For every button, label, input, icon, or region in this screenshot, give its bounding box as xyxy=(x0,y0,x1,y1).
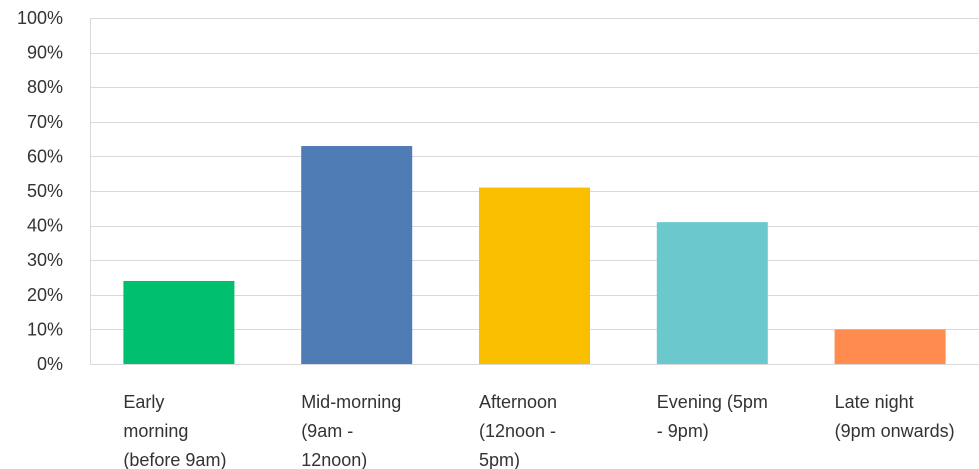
x-category-label-line: (12noon - xyxy=(479,421,556,441)
y-tick-label: 80% xyxy=(27,77,63,97)
x-category-label-line: Late night xyxy=(835,392,914,412)
x-category-label: Afternoon (12noon - 5pm) xyxy=(479,392,557,469)
x-category-label-line: Mid-morning xyxy=(301,392,401,412)
y-tick-label: 70% xyxy=(27,112,63,132)
x-category-label-line: 5pm) xyxy=(479,450,520,469)
x-category-label-line: (9am - xyxy=(301,421,353,441)
x-category-label: Late night (9pm onwards) xyxy=(835,392,955,441)
x-category-label-line: - 9pm) xyxy=(657,421,709,441)
y-tick-label: 90% xyxy=(27,43,63,63)
x-category-label-line: Afternoon xyxy=(479,392,557,412)
x-category-label-line: morning xyxy=(123,421,188,441)
x-category-label-line: 12noon) xyxy=(301,450,367,469)
bar xyxy=(656,222,768,364)
x-category-label-line: (before 9am) xyxy=(123,450,226,469)
bar xyxy=(123,280,235,364)
y-tick-label: 20% xyxy=(27,285,63,305)
y-tick-label: 60% xyxy=(27,146,63,166)
y-tick-label: 30% xyxy=(27,250,63,270)
bar xyxy=(301,146,413,364)
x-category-label: Mid-morning (9am - 12noon) xyxy=(301,392,401,469)
x-category-label-line: Evening (5pm xyxy=(657,392,768,412)
y-tick-label: 40% xyxy=(27,216,63,236)
y-tick-label: 0% xyxy=(37,354,63,374)
y-tick-label: 10% xyxy=(27,319,63,339)
x-category-label: Evening (5pm - 9pm) xyxy=(657,392,768,441)
y-tick-label: 100% xyxy=(17,8,63,28)
y-tick-label: 50% xyxy=(27,181,63,201)
bar xyxy=(834,329,946,364)
x-category-label-line: Early xyxy=(123,392,164,412)
bar xyxy=(479,187,590,364)
x-category-label: Early morning (before 9am) xyxy=(123,392,226,469)
x-category-label-line: (9pm onwards) xyxy=(835,421,955,441)
